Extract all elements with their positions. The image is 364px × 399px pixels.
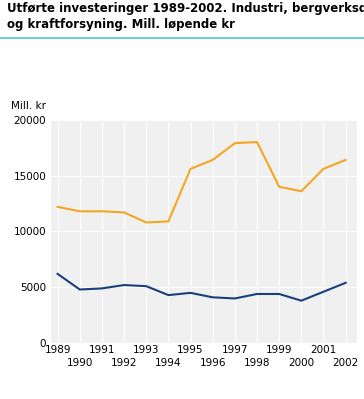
Industri og bergverksdrift <box>344 158 348 162</box>
Industri og bergverksdrift <box>210 158 215 162</box>
Industri og bergverksdrift <box>166 219 171 224</box>
Text: og kraftforsyning. Mill. løpende kr: og kraftforsyning. Mill. løpende kr <box>7 18 235 31</box>
Kraftforsyning <box>255 292 259 296</box>
Kraftforsyning <box>277 292 281 296</box>
Kraftforsyning <box>55 271 60 276</box>
Kraftforsyning <box>299 298 304 303</box>
Industri og bergverksdrift <box>100 209 104 214</box>
Kraftforsyning <box>210 295 215 300</box>
Kraftforsyning <box>321 289 326 294</box>
Industri og bergverksdrift <box>277 184 281 189</box>
Line: Industri og bergverksdrift: Industri og bergverksdrift <box>58 142 346 223</box>
Kraftforsyning <box>122 282 126 287</box>
Kraftforsyning <box>100 286 104 291</box>
Industri og bergverksdrift <box>255 140 259 144</box>
Industri og bergverksdrift <box>55 204 60 209</box>
Kraftforsyning <box>144 284 149 288</box>
Kraftforsyning <box>188 290 193 295</box>
Kraftforsyning <box>78 287 82 292</box>
Line: Kraftforsyning: Kraftforsyning <box>58 274 346 301</box>
Industri og bergverksdrift <box>299 189 304 194</box>
Industri og bergverksdrift <box>122 210 126 215</box>
Kraftforsyning <box>166 293 171 298</box>
Text: Mill. kr: Mill. kr <box>11 101 46 111</box>
Industri og bergverksdrift <box>144 220 149 225</box>
Kraftforsyning <box>233 296 237 301</box>
Industri og bergverksdrift <box>233 141 237 146</box>
Industri og bergverksdrift <box>321 166 326 171</box>
Industri og bergverksdrift <box>78 209 82 214</box>
Text: Utførte investeringer 1989-2002. Industri, bergverksdrift: Utførte investeringer 1989-2002. Industr… <box>7 2 364 15</box>
Kraftforsyning <box>344 280 348 285</box>
Industri og bergverksdrift <box>188 166 193 171</box>
